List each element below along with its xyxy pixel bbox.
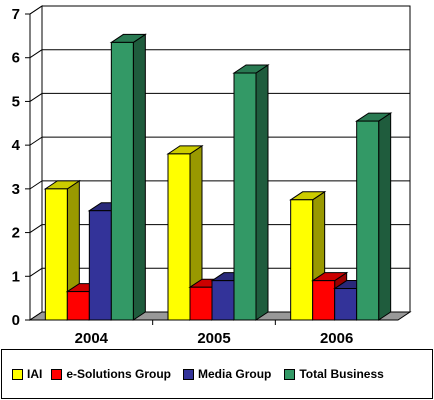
gridline-side (29, 224, 43, 233)
y-tick-label: 4 (12, 137, 21, 154)
bar-media-group-2004 (88, 210, 112, 321)
bar-e-solutions-group-2005 (189, 286, 213, 321)
legend-item: e-Solutions Group (51, 367, 171, 381)
y-tick-label: 2 (12, 225, 20, 242)
bar-chart: 0 1 2 3 4 5 6 7 2004 2005 2006 (12, 5, 412, 347)
gridline-side (29, 93, 43, 102)
y-tick-label: 0 (12, 312, 20, 329)
legend-swatch (284, 368, 296, 380)
bar-total-business-2005 (233, 72, 257, 321)
bar-media-group-2005 (211, 280, 235, 321)
legend-item: Total Business (284, 367, 384, 381)
gridline-side (29, 136, 43, 146)
bar-iai-2004 (44, 188, 68, 321)
legend-swatch (51, 368, 63, 380)
gridline-side (29, 180, 43, 190)
legend-label: Total Business (299, 367, 384, 381)
x-tick-label: 2006 (320, 330, 353, 347)
bar-side (378, 112, 392, 321)
y-tick-label: 6 (12, 50, 20, 67)
x-tick-label: 2005 (197, 330, 230, 347)
bar-side (255, 64, 269, 321)
legend-item: IAI (12, 367, 42, 381)
bar-iai-2005 (167, 153, 191, 321)
bar-media-group-2006 (334, 288, 358, 321)
chart-legend: IAI e-Solutions Group Media Group Total Bus… (1, 349, 433, 399)
legend-item: Media Group (183, 367, 271, 381)
bar-iai-2006 (290, 199, 314, 321)
bar-total-business-2006 (356, 120, 380, 321)
legend-swatch (183, 368, 195, 380)
y-tick-label: 3 (12, 181, 20, 198)
gridline-side (29, 267, 43, 277)
legend-label: e-Solutions Group (66, 367, 172, 381)
bar-side (132, 33, 146, 321)
bar-total-business-2004 (110, 41, 134, 321)
gridline-side (29, 49, 43, 59)
legend-label: Media Group (198, 367, 272, 381)
y-tick-label: 7 (12, 6, 20, 23)
legend-swatch (12, 368, 23, 380)
chart-side-wall (29, 5, 43, 321)
bar-e-solutions-group-2006 (312, 280, 336, 321)
x-tick-label: 2004 (75, 330, 109, 347)
bar-e-solutions-group-2004 (66, 291, 90, 321)
gridline-side (29, 5, 43, 15)
legend-label: IAI (27, 367, 43, 381)
y-tick-label: 5 (12, 93, 20, 110)
y-tick-label: 1 (12, 268, 20, 285)
